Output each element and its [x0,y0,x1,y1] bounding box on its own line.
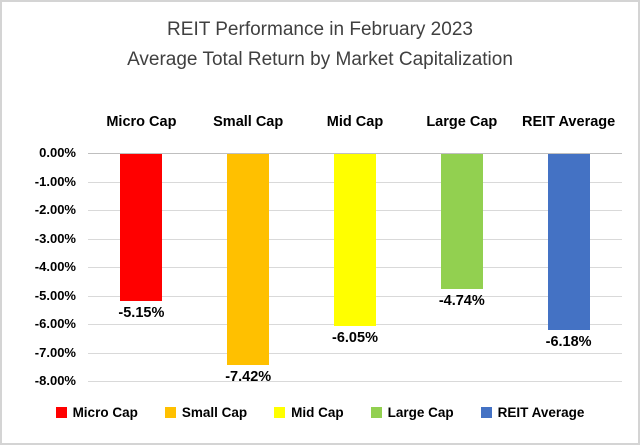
legend: Micro Cap Small Cap Mid Cap Large Cap REIT A… [2,405,638,420]
chart-title-line-2: Average Total Return by Market Capitaliz… [127,49,513,70]
plot-area [88,153,622,382]
bar-large-cap [440,154,483,290]
category-label-small-cap: Small Cap [213,114,284,130]
gridline [88,352,622,354]
data-label-large-cap: -4.74% [438,293,485,310]
gridline [88,381,622,382]
bar-reit-average [547,154,590,331]
category-label-reit-average: REIT Average [521,114,616,130]
legend-label: Mid Cap [291,405,344,420]
legend-label: REIT Average [497,405,585,420]
x-axis-zero-line [88,153,622,154]
category-label-micro-cap: Micro Cap [106,114,177,130]
y-tick-label: -7.00% [34,344,76,360]
legend-item-micro-cap: Micro Cap [55,405,138,420]
bar-small-cap [227,154,270,366]
legend-swatch-icon [55,407,67,418]
legend-swatch-icon [274,407,286,418]
legend-item-large-cap: Large Cap [370,405,454,420]
y-tick-label: -1.00% [34,173,76,189]
category-label-large-cap: Large Cap [426,114,498,130]
chart-title-line-1: REIT Performance in February 2023 [167,19,473,40]
category-label-mid-cap: Mid Cap [326,114,384,130]
chart-title: REIT Performance in February 2023 Averag… [2,15,638,75]
y-tick-label: -4.00% [34,259,76,274]
legend-label: Large Cap [387,405,454,420]
legend-label: Micro Cap [72,405,138,420]
bar-mid-cap [334,154,376,327]
data-label-reit-average: -6.18% [545,334,592,351]
data-label-micro-cap: -5.15% [118,304,165,321]
legend-swatch-icon [370,407,382,418]
legend-swatch-icon [164,407,176,418]
legend-item-mid-cap: Mid Cap [274,405,344,420]
y-tick-label: -3.00% [34,230,76,246]
bar-micro-cap [120,154,163,301]
legend-swatch-icon [480,407,492,418]
legend-label: Small Cap [181,405,248,420]
y-tick-label: -2.00% [34,202,76,217]
data-label-small-cap: -7.42% [225,369,272,386]
y-tick-label: 0.00% [39,145,76,160]
y-tick-label: -8.00% [34,373,76,388]
y-tick-label: -5.00% [34,287,76,303]
data-label-mid-cap: -6.05% [332,330,378,347]
y-tick-label: -6.00% [34,316,76,331]
legend-item-small-cap: Small Cap [164,405,248,420]
legend-item-reit-average: REIT Average [480,405,585,420]
